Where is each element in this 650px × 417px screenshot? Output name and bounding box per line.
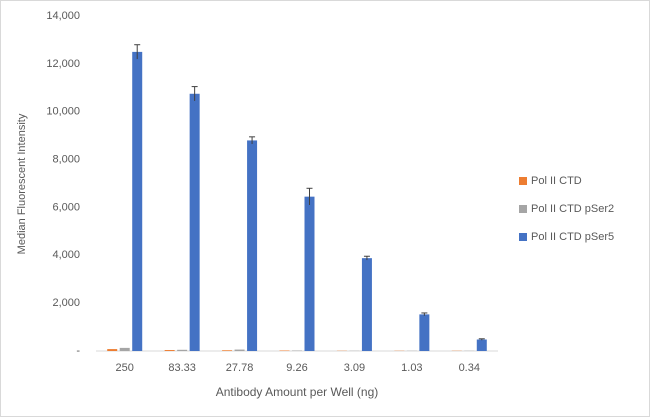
error-bar (421, 312, 428, 316)
y-tick-label: 12,000 (46, 58, 80, 70)
x-tick-label: 0.34 (459, 362, 480, 374)
y-tick-label: 2,000 (52, 297, 80, 309)
error-bar (191, 86, 198, 101)
x-tick-label: 83.33 (168, 362, 196, 374)
bar (119, 347, 130, 351)
x-tick-label: 250 (116, 362, 134, 374)
bar (189, 93, 200, 352)
y-tick-label: 6,000 (52, 201, 80, 213)
legend-swatch (519, 205, 527, 213)
error-bar (134, 44, 141, 60)
bar (419, 314, 430, 351)
x-tick-label: 27.78 (226, 362, 254, 374)
legend-label: Pol II CTD pSer2 (531, 203, 614, 215)
error-bar (306, 187, 313, 206)
legend-swatch (519, 177, 527, 185)
legend-swatch (519, 233, 527, 241)
error-bar (249, 136, 256, 145)
x-tick-label: 9.26 (286, 362, 307, 374)
legend-label: Pol II CTD pSer5 (531, 231, 614, 243)
x-tick-label: 1.03 (401, 362, 422, 374)
y-tick-label: 10,000 (46, 106, 80, 118)
error-bar (478, 338, 485, 341)
bar (222, 350, 233, 351)
bar (361, 258, 372, 351)
x-axis-title: Antibody Amount per Well (ng) (216, 385, 379, 399)
y-axis-title: Median Fluorescent Intensity (16, 113, 28, 254)
y-tick-label: - (76, 345, 80, 357)
bar (247, 140, 258, 351)
bar (177, 349, 188, 351)
bar (164, 350, 175, 351)
bar (304, 196, 315, 351)
legend-label: Pol II CTD (531, 175, 582, 187)
y-tick-label: 8,000 (52, 153, 80, 165)
bar (234, 349, 245, 351)
error-bar (363, 255, 370, 261)
bar (476, 339, 487, 351)
y-tick-label: 4,000 (52, 249, 80, 261)
x-tick-label: 3.09 (344, 362, 365, 374)
bar (107, 349, 118, 351)
y-tick-label: 14,000 (46, 10, 80, 22)
bar (132, 51, 143, 352)
